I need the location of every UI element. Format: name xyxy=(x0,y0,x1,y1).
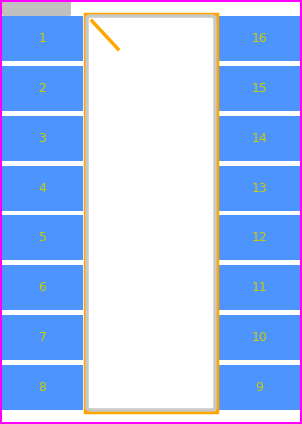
Bar xyxy=(2,215,83,260)
Bar xyxy=(2,166,83,211)
Text: 14: 14 xyxy=(252,132,267,145)
Text: 10: 10 xyxy=(252,331,268,344)
Bar xyxy=(219,17,300,61)
Bar xyxy=(2,315,83,360)
Bar xyxy=(219,66,300,111)
FancyBboxPatch shape xyxy=(2,0,71,16)
Bar xyxy=(219,315,300,360)
Bar xyxy=(85,14,217,412)
Bar xyxy=(219,265,300,310)
Bar xyxy=(219,365,300,410)
Text: 2: 2 xyxy=(39,82,47,95)
Text: 4: 4 xyxy=(39,181,47,195)
Bar xyxy=(2,365,83,410)
Text: 7: 7 xyxy=(38,331,47,344)
Text: 5: 5 xyxy=(38,232,47,244)
Text: 1: 1 xyxy=(39,32,47,45)
Bar xyxy=(219,215,300,260)
Bar xyxy=(2,265,83,310)
Text: 13: 13 xyxy=(252,181,267,195)
Bar xyxy=(219,166,300,211)
Text: 11: 11 xyxy=(252,281,267,294)
Text: 3: 3 xyxy=(39,132,47,145)
Text: 9: 9 xyxy=(255,381,263,393)
Bar xyxy=(2,116,83,161)
Bar xyxy=(219,116,300,161)
Text: 8: 8 xyxy=(38,381,47,393)
FancyBboxPatch shape xyxy=(87,16,215,410)
Bar xyxy=(2,17,83,61)
Text: 12: 12 xyxy=(252,232,267,244)
Text: 6: 6 xyxy=(39,281,47,294)
Text: 15: 15 xyxy=(252,82,268,95)
Bar xyxy=(2,66,83,111)
Text: 16: 16 xyxy=(252,32,267,45)
